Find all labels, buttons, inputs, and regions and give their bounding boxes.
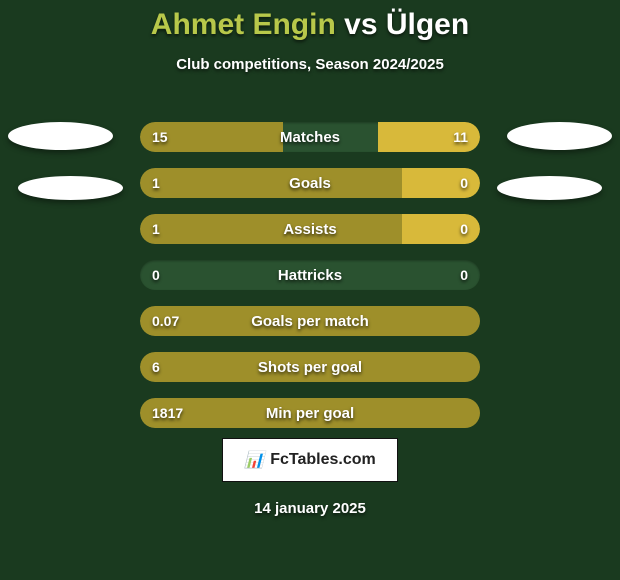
stat-bar-fill-left [140,398,480,428]
stat-bar-fill-left [140,214,402,244]
stats-bars: 1511Matches10Goals10Assists00Hattricks0.… [140,122,480,444]
stat-value-right: 0 [460,214,468,244]
player1-name: Ahmet Engin [151,8,336,41]
subtitle-text: Club competitions, Season 2024/2025 [0,56,620,73]
stat-bar-fill-left [140,352,480,382]
stat-bar-row: 1511Matches [140,122,480,152]
stat-bar-fill-right [402,168,480,198]
stat-value-left: 0.07 [152,306,179,336]
stat-value-left: 1 [152,214,160,244]
avatar-placeholder-left-2 [18,176,123,200]
stat-value-right: 0 [460,168,468,198]
date-text: 14 january 2025 [0,500,620,517]
stat-value-left: 6 [152,352,160,382]
player2-name: Ülgen [386,8,469,41]
stat-bar-fill-left [140,168,402,198]
avatar-placeholder-right-1 [507,122,612,150]
chart-icon: 📊 [244,450,264,470]
stat-value-right: 11 [453,122,468,152]
comparison-title: Ahmet Engin vs Ülgen [0,0,620,42]
source-text: FcTables.com [270,451,376,469]
source-attribution: 📊 FcTables.com [222,438,398,482]
stat-value-left: 1817 [152,398,183,428]
stat-value-left: 1 [152,168,160,198]
stat-label: Hattricks [140,260,480,290]
stat-value-right: 0 [460,260,468,290]
stat-bar-row: 10Goals [140,168,480,198]
stat-bar-fill-right [402,214,480,244]
vs-text: vs [344,8,377,41]
stat-bar-fill-left [140,306,480,336]
stat-bar-row: 1817Min per goal [140,398,480,428]
stat-value-left: 15 [152,122,168,152]
stat-bar-row: 0.07Goals per match [140,306,480,336]
stat-bar-row: 0 0Hattricks [140,260,480,290]
avatar-placeholder-right-2 [497,176,602,200]
stat-value-left: 0 [152,260,160,290]
stat-bar-row: 6Shots per goal [140,352,480,382]
avatar-placeholder-left-1 [8,122,113,150]
stat-bar-row: 10Assists [140,214,480,244]
